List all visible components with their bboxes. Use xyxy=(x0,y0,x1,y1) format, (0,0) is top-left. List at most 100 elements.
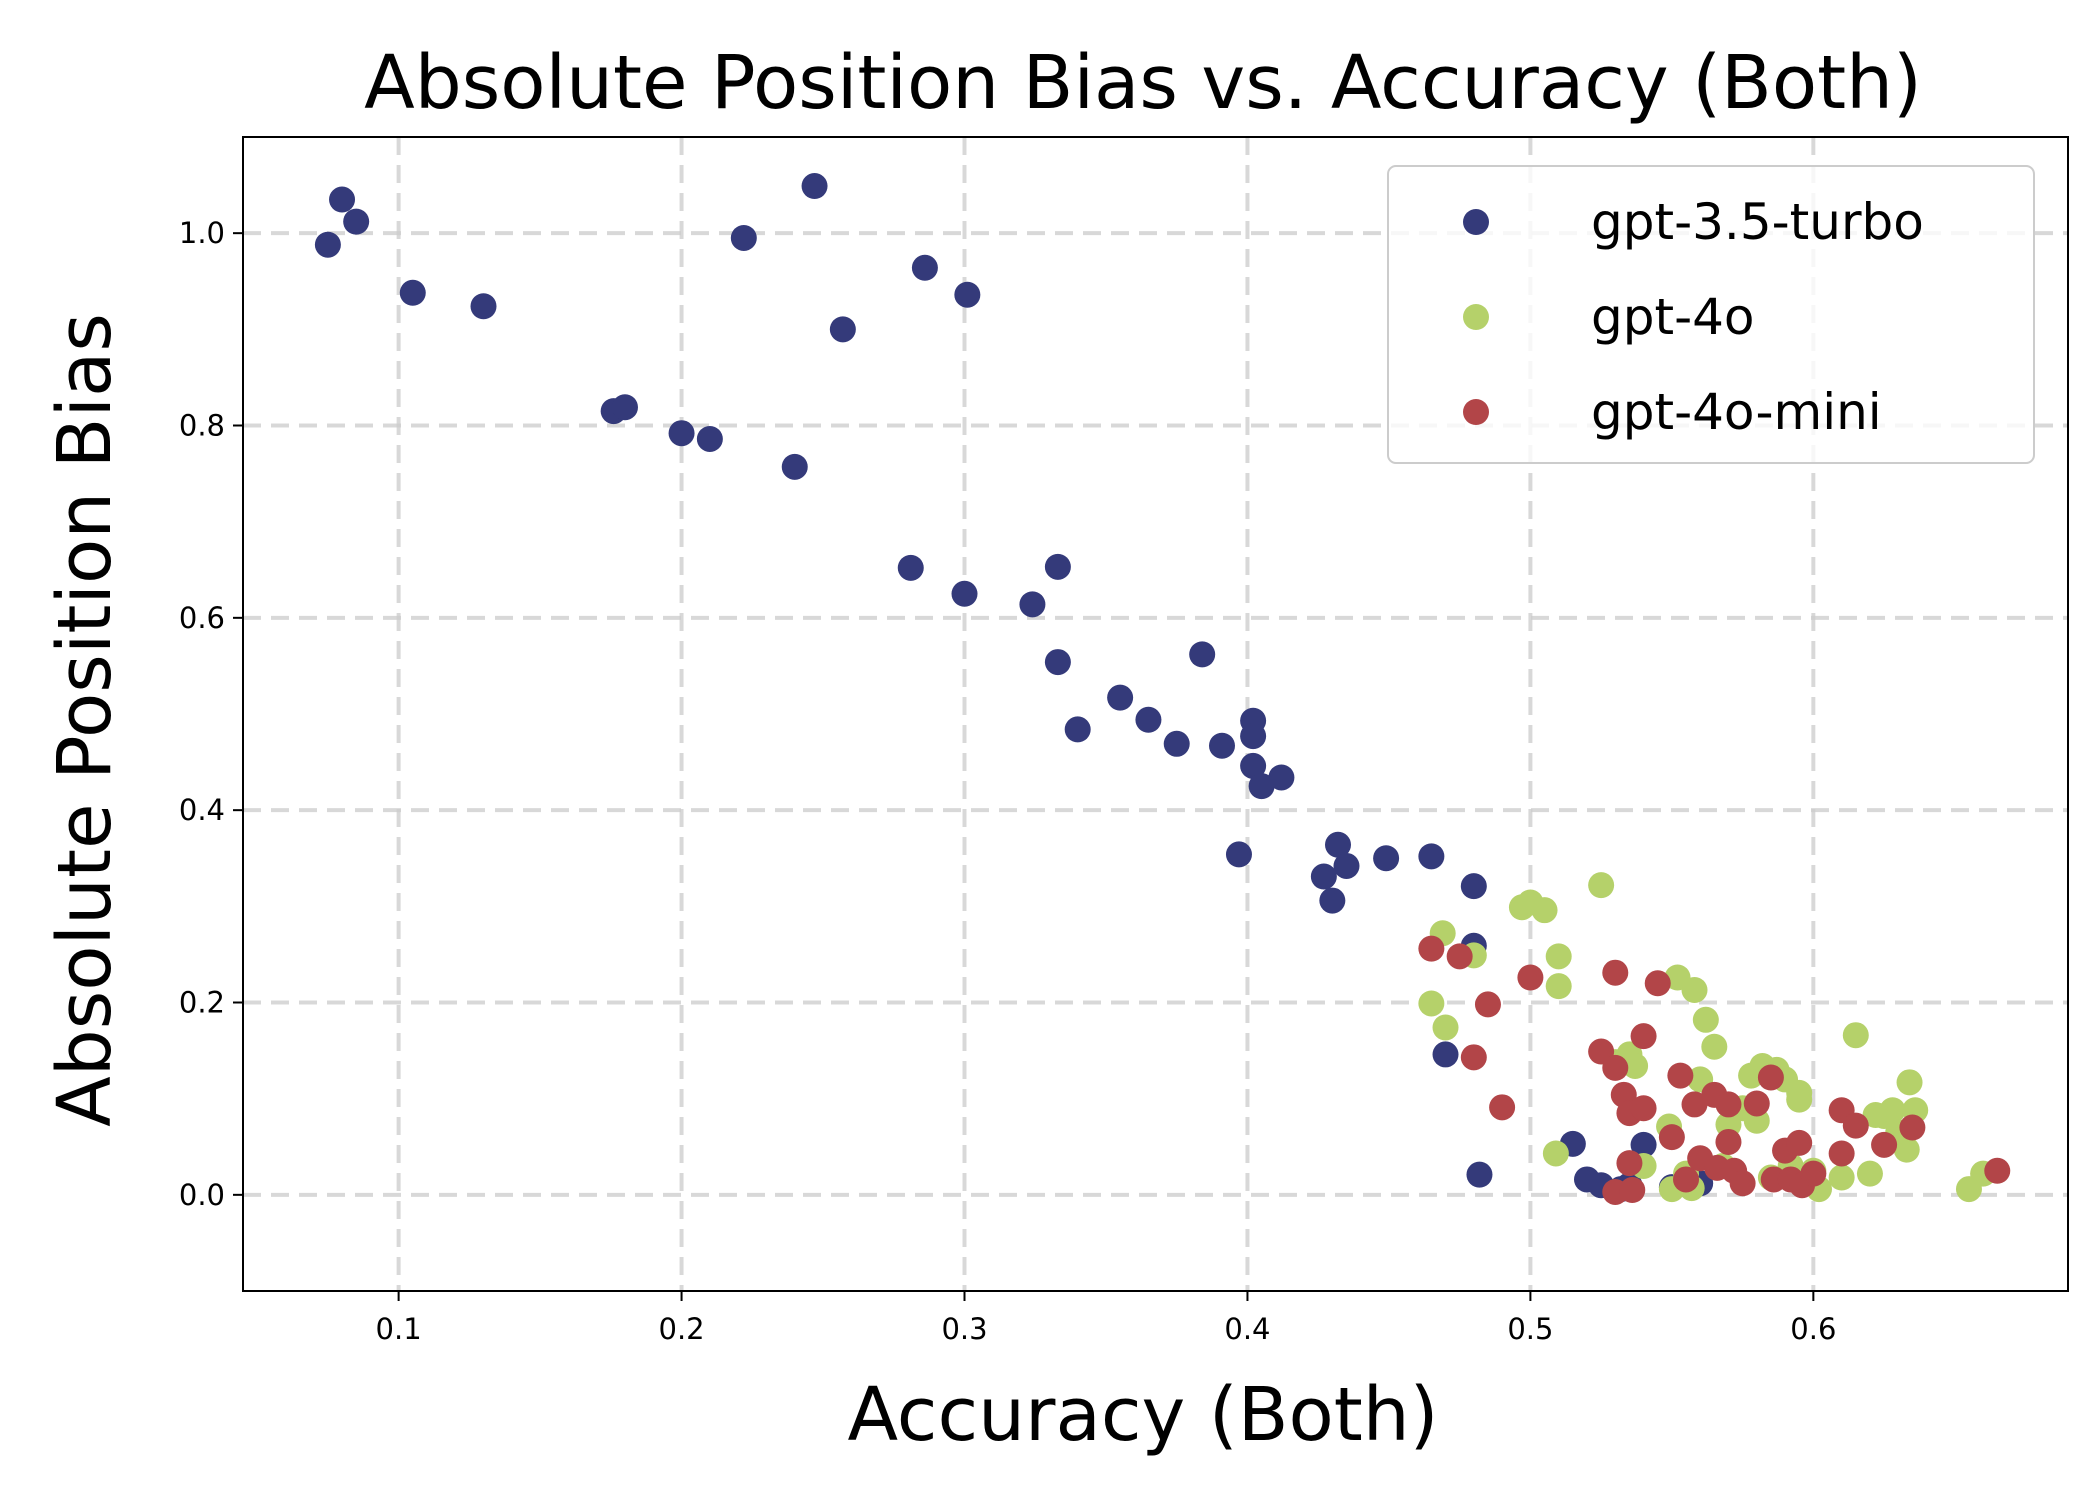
data-point xyxy=(329,186,356,213)
data-point xyxy=(1588,872,1615,899)
legend-marker xyxy=(1463,209,1489,235)
data-point xyxy=(1373,845,1400,872)
data-point xyxy=(399,279,426,306)
legend-label: gpt-4o xyxy=(1591,288,1755,346)
data-point xyxy=(1531,897,1558,924)
x-tick-label: 0.1 xyxy=(376,1312,422,1346)
legend-box xyxy=(1387,165,2035,464)
data-point xyxy=(1658,1124,1685,1151)
data-point xyxy=(1828,1140,1855,1167)
data-point xyxy=(1681,1091,1708,1118)
legend-label: gpt-3.5-turbo xyxy=(1591,193,1924,251)
data-point xyxy=(1044,649,1071,676)
data-point xyxy=(1619,1177,1646,1204)
data-point xyxy=(1729,1170,1756,1197)
data-point xyxy=(897,554,924,581)
data-point xyxy=(1432,1014,1459,1041)
data-point xyxy=(1489,1094,1516,1121)
data-point xyxy=(1630,1095,1657,1122)
data-point xyxy=(1107,684,1134,711)
data-point xyxy=(1692,1006,1719,1033)
data-point xyxy=(314,231,341,258)
legend-marker xyxy=(1463,304,1489,330)
y-axis-label: Absolute Position Bias xyxy=(42,313,128,1127)
data-point xyxy=(1517,964,1544,991)
data-point xyxy=(1800,1160,1827,1187)
data-point xyxy=(1432,1041,1459,1068)
data-point xyxy=(1842,1022,1869,1049)
x-axis-label: Accuracy (Both) xyxy=(847,1372,1438,1458)
data-point xyxy=(1460,873,1487,900)
data-point xyxy=(1879,1097,1906,1124)
data-point xyxy=(1622,1052,1649,1079)
y-tick-label: 0.2 xyxy=(179,986,225,1020)
data-point xyxy=(1466,1161,1493,1188)
data-point xyxy=(1701,1033,1728,1060)
x-tick-label: 0.3 xyxy=(941,1312,987,1346)
data-point xyxy=(1984,1157,2011,1184)
data-point xyxy=(1545,973,1572,1000)
data-point xyxy=(1268,764,1295,791)
data-point xyxy=(1460,1044,1487,1071)
legend-label: gpt-4o-mini xyxy=(1591,383,1882,441)
data-point xyxy=(1418,990,1445,1017)
data-points-layer xyxy=(314,173,2011,1205)
data-point xyxy=(668,420,695,447)
data-point xyxy=(1644,970,1671,997)
data-point xyxy=(1673,1166,1700,1193)
data-point xyxy=(1064,716,1091,743)
y-tick-label: 0.6 xyxy=(179,601,225,635)
data-point xyxy=(1310,863,1337,890)
legend: gpt-3.5-turbo gpt-4o gpt-4o-mini xyxy=(1387,165,2035,464)
data-point xyxy=(1325,831,1351,858)
data-point xyxy=(1757,1064,1784,1091)
data-point xyxy=(1189,641,1216,668)
series-gpt-4o-mini xyxy=(1418,935,2011,1205)
data-point xyxy=(1667,1062,1694,1089)
data-point xyxy=(696,425,723,452)
data-point xyxy=(1208,732,1235,759)
data-point xyxy=(343,208,370,235)
legend-marker xyxy=(1463,399,1489,425)
x-tick-label: 0.4 xyxy=(1224,1312,1270,1346)
data-point xyxy=(1044,553,1071,580)
data-point xyxy=(1225,841,1252,868)
data-point xyxy=(1019,591,1046,618)
chart-title: Absolute Position Bias vs. Accuracy (Bot… xyxy=(364,40,1922,126)
data-point xyxy=(1786,1129,1813,1156)
plot-frame xyxy=(242,136,2069,1292)
ticks-layer: 0.1 0.2 0.3 0.4 0.5 0.6 0.0 0.2 0.4 0.6 0.8 1.0 xyxy=(179,216,1837,1346)
x-tick-label: 0.5 xyxy=(1507,1312,1553,1346)
data-point xyxy=(1899,1114,1926,1141)
data-point xyxy=(1715,1128,1742,1155)
data-point xyxy=(801,173,828,200)
data-point xyxy=(1681,976,1708,1003)
y-tick-label: 0.8 xyxy=(179,409,225,443)
data-point xyxy=(1474,991,1501,1018)
y-tick-label: 1.0 xyxy=(179,216,225,250)
data-point xyxy=(1743,1090,1770,1117)
data-point xyxy=(1871,1131,1898,1158)
data-point xyxy=(1446,943,1473,970)
data-point xyxy=(951,580,978,607)
data-point xyxy=(1319,887,1346,914)
data-point xyxy=(829,316,856,343)
data-point xyxy=(1896,1069,1923,1096)
y-tick-label: 0.4 xyxy=(179,793,225,827)
data-point xyxy=(1545,943,1572,970)
data-point xyxy=(1240,723,1267,750)
data-point xyxy=(1418,935,1445,962)
data-point xyxy=(911,254,938,281)
x-tick-label: 0.6 xyxy=(1790,1312,1836,1346)
data-point xyxy=(1333,852,1360,879)
data-point xyxy=(470,293,497,320)
data-point xyxy=(1418,843,1445,870)
data-point xyxy=(1240,752,1267,779)
data-point xyxy=(1630,1131,1657,1158)
data-point xyxy=(954,281,981,308)
data-point xyxy=(1715,1091,1742,1118)
data-point xyxy=(1163,730,1190,757)
data-point xyxy=(730,224,757,251)
